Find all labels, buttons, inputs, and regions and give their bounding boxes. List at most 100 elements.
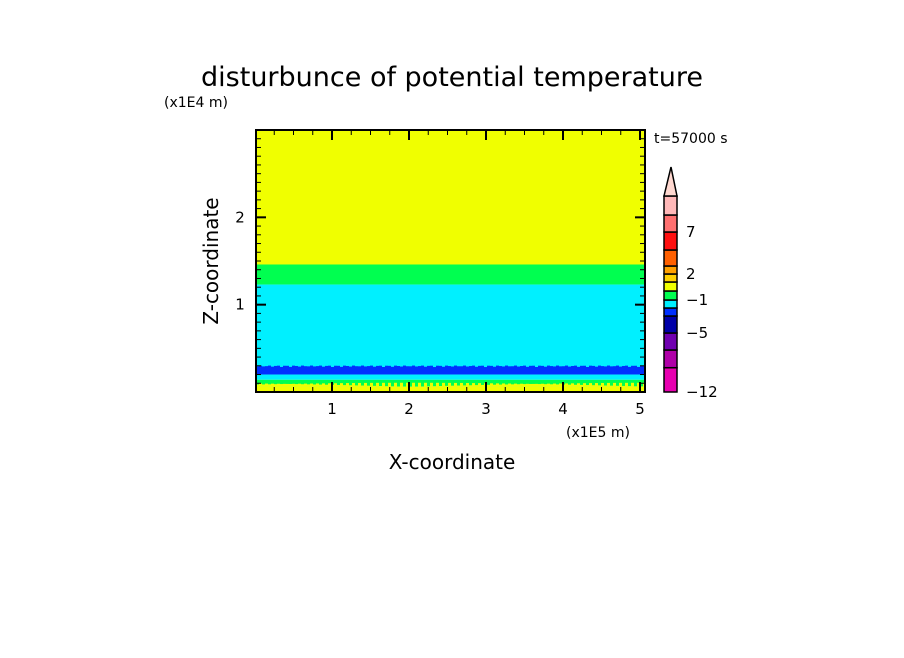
contour-band-noise	[601, 383, 604, 387]
contour-band-noise	[373, 386, 376, 387]
contour-band-noise	[415, 366, 418, 368]
contour-band-noise	[556, 384, 559, 386]
contour-band-noise	[634, 366, 637, 370]
contour-band-noise	[379, 386, 382, 387]
contour-band-noise	[544, 367, 547, 369]
contour-band-noise	[337, 385, 340, 387]
contour-band-noise	[271, 367, 274, 369]
contour-band-noise	[556, 366, 559, 370]
contour-band-noise	[277, 366, 280, 370]
contour-band-noise	[295, 384, 298, 387]
contour-band-noise	[520, 384, 523, 387]
contour-band-noise	[397, 366, 400, 369]
contour-band-noise	[304, 384, 307, 387]
colorbar-label: −1	[686, 291, 708, 309]
x-axis-label: X-coordinate	[389, 450, 516, 474]
contour-band-noise	[469, 385, 472, 386]
contour-band-noise	[547, 384, 550, 387]
contour-band-noise	[421, 366, 424, 370]
contour-band-noise	[328, 366, 331, 370]
contour-band-noise	[583, 366, 586, 370]
contour-band-noise	[493, 367, 496, 369]
contour-band-noise	[352, 366, 355, 370]
contour-band-noise	[559, 383, 562, 386]
contour-band-noise	[268, 366, 271, 370]
contour-band-noise	[484, 367, 487, 368]
contour-band-noise	[292, 384, 295, 387]
contour-band-noise	[265, 384, 268, 387]
contour-band-noise	[514, 366, 517, 370]
contour-band-noise	[595, 383, 598, 387]
contour-band-noise	[457, 366, 460, 369]
colorbar-segment	[664, 316, 677, 333]
x-tick-label: 2	[404, 400, 414, 418]
contour-band-noise	[388, 366, 391, 369]
colorbar-segment	[664, 300, 677, 308]
y-unit-label: (x1E4 m)	[164, 95, 228, 111]
contour-band-noise	[358, 383, 361, 387]
contour-band-noise	[631, 383, 634, 387]
colorbar-segment	[664, 266, 677, 274]
contour-band-noise	[496, 383, 499, 386]
contour-band-noise	[439, 366, 442, 369]
contour-band-noise	[577, 383, 580, 387]
contour-band-noise	[280, 384, 283, 387]
colorbar-label: 7	[686, 223, 696, 241]
contour-band-noise	[334, 383, 337, 387]
contour-band-noise	[418, 383, 421, 387]
contour-band-noise	[445, 366, 448, 370]
contour-band-noise	[625, 383, 628, 387]
contour-band-noise	[418, 366, 421, 369]
contour-band-noise	[376, 366, 379, 369]
contour-band-noise	[574, 385, 577, 387]
contour-band-noise	[301, 384, 304, 387]
contour-band-noise	[430, 366, 433, 370]
contour-band-noise	[394, 383, 397, 387]
x-unit-label: (x1E5 m)	[566, 425, 630, 441]
contour-band-noise	[307, 366, 310, 368]
contour-band-noise	[529, 366, 532, 369]
contour-band-noise	[265, 366, 268, 369]
contour-band-noise	[400, 367, 403, 369]
contour-band-noise	[355, 366, 358, 369]
contour-band-noise	[319, 366, 322, 370]
contour-band-noise	[553, 384, 556, 387]
contour-band-noise	[340, 367, 343, 368]
x-tick-label: 4	[558, 400, 568, 418]
contour-band-noise	[301, 366, 304, 370]
contour-band-noise	[628, 386, 631, 387]
contour-band-noise	[517, 367, 520, 369]
contour-band-noise	[592, 366, 595, 369]
contour-band-noise	[550, 384, 553, 386]
contour-band-noise	[610, 386, 613, 387]
contour-band-noise	[628, 367, 631, 368]
contour-band-noise	[535, 384, 538, 387]
y-tick-label: 2	[235, 208, 245, 226]
contour-band-noise	[607, 383, 610, 387]
contour-band-noise	[634, 386, 637, 387]
contour-band-noise	[496, 366, 499, 370]
contour-band-noise	[508, 384, 511, 387]
contour-band-noise	[412, 383, 415, 387]
contour-band-noise	[283, 366, 286, 370]
contour-band-noise	[316, 383, 319, 386]
contour-band-noise	[286, 384, 289, 387]
contour-band-noise	[607, 366, 610, 370]
contour-band-noise	[466, 367, 469, 369]
contour-band-noise	[463, 385, 466, 386]
contour-band-noise	[451, 386, 454, 387]
contour-band-noise	[274, 366, 277, 369]
contour-band-noise	[325, 366, 328, 369]
contour-band-noise	[541, 384, 544, 387]
contour-band-noise	[526, 367, 529, 368]
contour-band-noise	[625, 366, 628, 370]
contour-band-noise	[460, 366, 463, 369]
contour-band-noise	[616, 366, 619, 370]
contour-band-noise	[463, 366, 466, 370]
contour-band-noise	[637, 367, 640, 368]
colorbar-label: −12	[686, 383, 718, 401]
contour-band-noise	[343, 366, 346, 370]
contour-band-noise	[430, 383, 433, 387]
colorbar-segment	[664, 350, 677, 368]
